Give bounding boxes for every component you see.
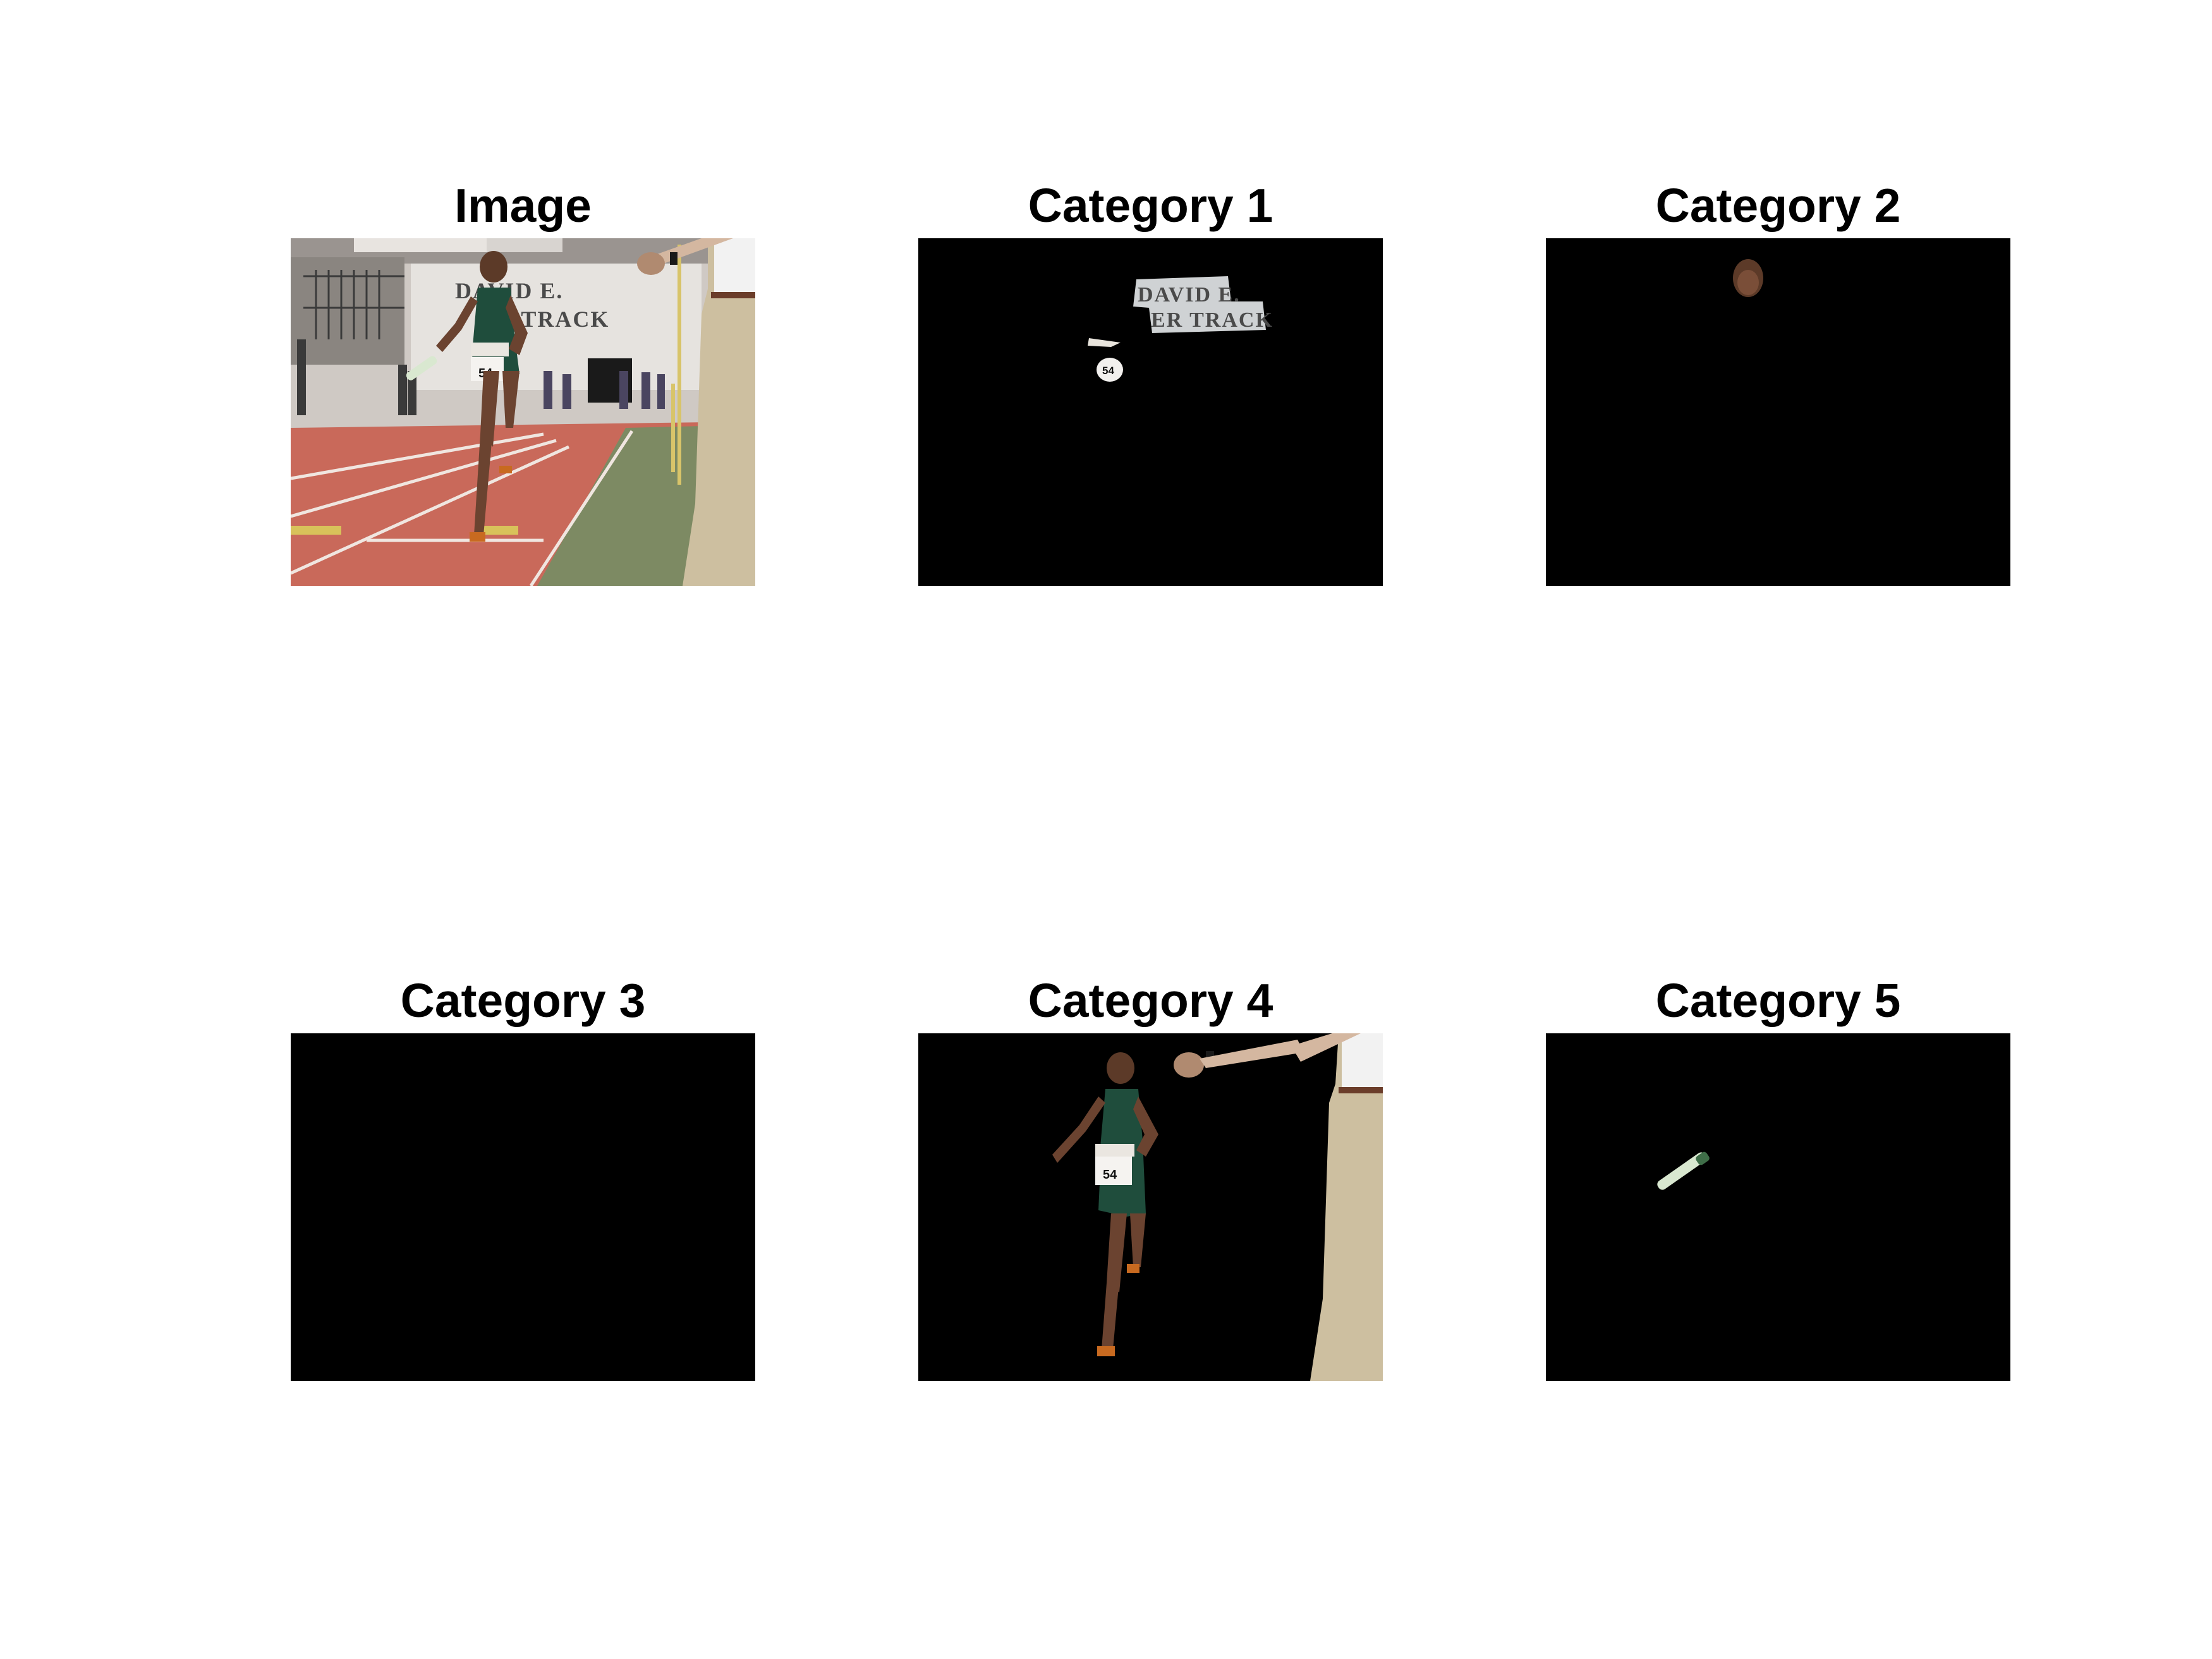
mask-sign-line-2: ER TRACK: [1151, 308, 1273, 332]
mask-bib: 54: [1102, 365, 1114, 377]
mask-svg: [1546, 238, 2010, 586]
original-photo: DAVID E. ER TRACK: [291, 238, 755, 586]
mask-svg: DAVID E. ER TRACK 54: [918, 238, 1383, 586]
panel-title: Category 2: [1655, 179, 1901, 232]
mask-category-2: [1546, 238, 2010, 586]
mask-category-3: [291, 1033, 755, 1381]
mask-sign-line-1: DAVID E.: [1138, 283, 1241, 307]
mask-svg: [291, 1033, 755, 1381]
mask-category-1: DAVID E. ER TRACK 54: [918, 238, 1383, 586]
panel-title: Image: [454, 179, 592, 232]
panel-title: Category 1: [1028, 179, 1273, 232]
photo-svg: DAVID E. ER TRACK: [291, 238, 755, 586]
mask-category-4: 54: [918, 1033, 1383, 1381]
mask-svg: [1546, 1033, 2010, 1381]
panel-title: Category 3: [400, 974, 646, 1027]
panel-title: Category 5: [1655, 974, 1901, 1027]
panel-title: Category 4: [1028, 974, 1273, 1027]
runner: 54: [406, 251, 528, 542]
mask-runner-bib: 54: [1103, 1168, 1117, 1182]
mask-svg: 54: [918, 1033, 1383, 1381]
mask-category-5: [1546, 1033, 2010, 1381]
